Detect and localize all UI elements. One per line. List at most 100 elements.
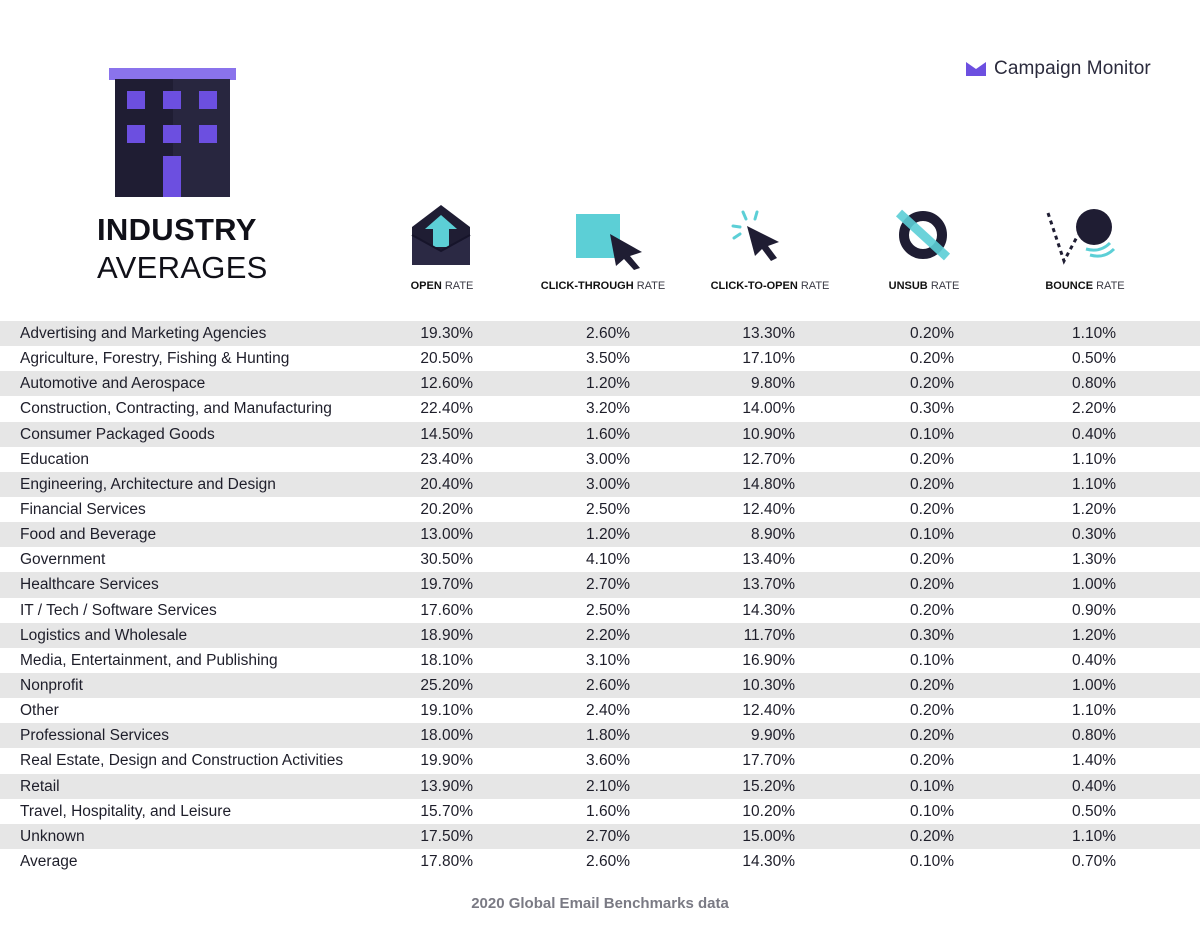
row-value-cell: 0.30% <box>910 626 954 644</box>
row-value-cell: 30.50% <box>420 551 473 569</box>
row-value-cell: 0.20% <box>910 375 954 393</box>
row-value-cell: 12.70% <box>742 450 795 468</box>
table-row: Consumer Packaged Goods 14.50% 1.60% 10.90%… <box>0 421 1200 447</box>
row-value-cell: 19.30% <box>420 325 473 342</box>
cursor-square-icon <box>576 214 642 270</box>
row-industry-name: Logistics and Wholesale <box>20 626 188 644</box>
row-value-cell: 17.80% <box>420 852 473 870</box>
row-value-cell: 0.50% <box>1072 350 1116 368</box>
row-value-cell: 0.20% <box>910 727 954 745</box>
row-value-cell: 3.10% <box>586 651 630 669</box>
row-value-cell: 2.20% <box>1072 400 1116 418</box>
row-industry-name: Agriculture, Forestry, Fishing & Hunting <box>20 350 290 368</box>
row-value-cell: 20.50% <box>420 350 473 368</box>
row-value-cell: 0.40% <box>1072 651 1116 669</box>
table-row: Real Estate, Design and Construction Act… <box>0 748 1200 773</box>
row-value-cell: 1.00% <box>1072 576 1116 594</box>
row-industry-name: Travel, Hospitality, and Leisure <box>20 802 232 820</box>
row-value-cell: 1.20% <box>1072 626 1116 644</box>
row-value-cell: 14.80% <box>742 475 795 493</box>
row-industry-name: Advertising and Marketing Agencies <box>20 325 267 342</box>
column-header-click-to-open-rate: CLICK-TO-OPEN RATE <box>710 280 830 292</box>
row-value-cell: 1.30% <box>1072 551 1116 569</box>
row-value-cell: 8.90% <box>751 526 795 544</box>
row-value-cell: 0.80% <box>1072 375 1116 393</box>
row-value-cell: 0.20% <box>910 475 954 493</box>
row-value-cell: 1.60% <box>586 425 630 443</box>
unsubscribe-icon <box>895 209 951 261</box>
table-row: Professional Services 18.00% 1.80% 9.90% 0.2… <box>0 723 1200 749</box>
brand-name: Campaign Monitor <box>994 58 1151 79</box>
row-value-cell: 18.90% <box>420 626 473 644</box>
table-row: Media, Entertainment, and Publishing 18.1… <box>0 648 1200 673</box>
row-industry-name: Automotive and Aerospace <box>20 375 206 393</box>
row-value-cell: 2.70% <box>586 576 630 594</box>
cursor-click-icon <box>731 210 779 261</box>
row-value-cell: 0.50% <box>1072 802 1116 820</box>
row-value-cell: 1.10% <box>1072 450 1116 468</box>
row-industry-name: Professional Services <box>20 727 170 745</box>
row-industry-name: Food and Beverage <box>20 526 157 544</box>
row-industry-name: Government <box>20 551 106 569</box>
row-value-cell: 2.10% <box>586 777 630 795</box>
row-value-cell: 19.90% <box>420 752 473 770</box>
row-value-cell: 1.20% <box>586 375 630 393</box>
row-value-cell: 23.40% <box>420 450 473 468</box>
row-value-cell: 17.50% <box>420 827 473 845</box>
row-value-cell: 1.60% <box>586 802 630 820</box>
row-value-cell: 10.20% <box>742 802 795 820</box>
row-value-cell: 14.30% <box>742 601 795 619</box>
row-value-cell: 17.70% <box>742 752 795 770</box>
row-value-cell: 12.60% <box>420 375 473 393</box>
row-industry-name: Real Estate, Design and Construction Act… <box>20 752 344 770</box>
table-row: Food and Beverage 13.00% 1.20% 8.90% 0.10% 0.… <box>0 522 1200 548</box>
campaign-monitor-logo-icon <box>966 62 986 76</box>
row-value-cell: 17.10% <box>742 350 795 368</box>
table-row: Average 17.80% 2.60% 14.30% 0.10% 0.70% <box>0 849 1200 874</box>
row-value-cell: 0.20% <box>910 350 954 368</box>
brand-logo: Campaign Monitor <box>966 58 1151 80</box>
row-value-cell: 13.00% <box>420 526 473 544</box>
table-row: Agriculture, Forestry, Fishing & Hunting… <box>0 346 1200 371</box>
row-value-cell: 15.70% <box>420 802 473 820</box>
table-row: Logistics and Wholesale 18.90% 2.20% 11.70%… <box>0 622 1200 648</box>
row-value-cell: 2.20% <box>586 626 630 644</box>
column-header-unsub-rate: UNSUB RATE <box>888 280 960 292</box>
row-value-cell: 13.70% <box>742 576 795 594</box>
row-industry-name: Healthcare Services <box>20 576 159 594</box>
row-value-cell: 13.30% <box>742 325 795 342</box>
row-value-cell: 18.00% <box>420 727 473 745</box>
row-value-cell: 0.20% <box>910 500 954 518</box>
row-industry-name: Unknown <box>20 827 85 845</box>
row-industry-name: Retail <box>20 777 60 795</box>
row-industry-name: Average <box>20 852 78 870</box>
row-industry-name: Other <box>20 702 59 720</box>
row-value-cell: 0.20% <box>910 325 954 342</box>
row-value-cell: 11.70% <box>743 626 795 644</box>
table-row: Advertising and Marketing Agencies 19.30%… <box>0 321 1200 347</box>
row-value-cell: 0.20% <box>910 827 954 845</box>
row-value-cell: 0.90% <box>1072 601 1116 619</box>
table-row: Government 30.50% 4.10% 13.40% 0.20% 1.30% <box>0 547 1200 572</box>
table-row: IT / Tech / Software Services 17.60% 2.50%… <box>0 598 1200 623</box>
column-header-click-through-rate: CLICK-THROUGH RATE <box>540 280 666 292</box>
row-industry-name: Consumer Packaged Goods <box>20 425 215 443</box>
row-value-cell: 1.10% <box>1072 827 1116 845</box>
row-value-cell: 0.10% <box>910 852 954 870</box>
row-value-cell: 1.40% <box>1072 752 1116 770</box>
row-value-cell: 2.50% <box>586 500 630 518</box>
row-value-cell: 10.30% <box>742 676 795 694</box>
row-industry-name: Media, Entertainment, and Publishing <box>20 651 278 669</box>
table-row: Nonprofit 25.20% 2.60% 10.30% 0.20% 1.00% <box>0 672 1200 699</box>
row-value-cell: 0.20% <box>910 450 954 468</box>
row-value-cell: 0.30% <box>1072 526 1116 544</box>
row-value-cell: 2.60% <box>586 852 630 870</box>
row-value-cell: 10.90% <box>742 425 795 443</box>
row-value-cell: 12.40% <box>742 500 795 518</box>
row-value-cell: 19.10% <box>420 702 473 720</box>
table-row: Engineering, Architecture and Design 20.4… <box>0 471 1200 497</box>
row-value-cell: 1.10% <box>1072 702 1116 720</box>
row-value-cell: 22.40% <box>420 400 473 418</box>
row-value-cell: 3.60% <box>586 752 630 770</box>
row-value-cell: 0.10% <box>910 802 954 820</box>
